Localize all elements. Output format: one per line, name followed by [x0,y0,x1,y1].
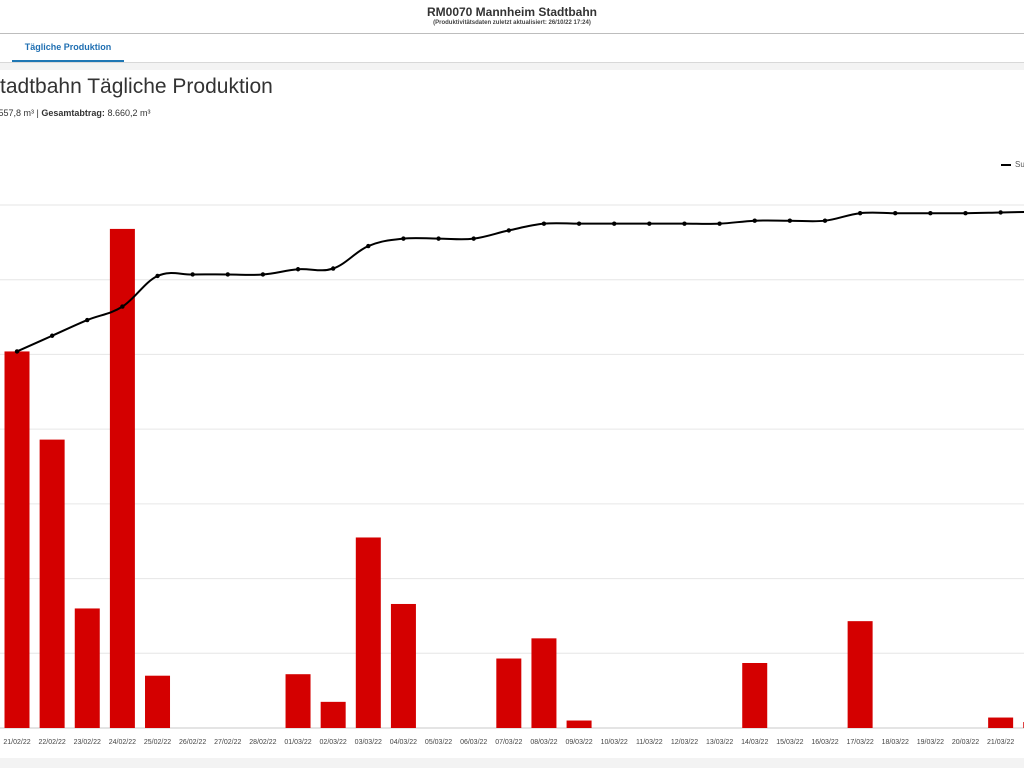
bar-02/03/22 [320,701,346,728]
line-point-08/03/22 [541,221,547,226]
x-tick-label: 09/03/22 [565,739,592,746]
line-point-02/03/22 [330,266,336,271]
x-tick-label: 03/03/22 [355,739,382,746]
chart-legend[interactable]: Su [1001,160,1024,169]
line-point-11/03/22 [647,221,652,226]
line-point-07/03/22 [506,228,512,233]
line-point-03/03/22 [366,243,371,249]
line-point-10/03/22 [612,221,617,226]
line-point-13/03/22 [717,221,722,226]
line-point-23/02/22 [85,317,90,323]
line-point-18/03/22 [893,211,898,216]
stats-first-value: 5.557,8 m³ [0,108,35,118]
x-tick-label: 28/02/22 [249,739,276,746]
line-point-27/02/22 [225,272,230,277]
x-tick-label: 10/03/22 [601,739,628,746]
x-tick-label: 19/03/22 [917,739,944,746]
x-tick-label: 25/02/22 [144,739,171,746]
x-tick-label: 16/03/22 [811,739,838,746]
x-tick-label: 27/02/22 [214,739,241,746]
app-header: RM0070 Mannheim Stadtbahn (Produktivität… [0,0,1024,34]
x-tick-label: 15/03/22 [776,739,803,746]
line-point-14/03/22 [752,218,757,223]
line-point-09/03/22 [576,221,582,226]
stats-total-label: Gesamtabtrag: [41,108,105,118]
bar-08/03/22 [531,638,557,728]
bar-17/03/22 [847,621,873,728]
bar-07/03/22 [496,658,522,728]
x-tick-label: 21/02/22 [3,739,30,746]
stats-separator: | [36,108,39,118]
x-tick-label: 04/03/22 [390,739,417,746]
line-point-28/02/22 [260,272,266,277]
tab-bar: Tägliche Produktion [0,34,1024,63]
line-point-22/02/22 [49,333,55,338]
x-tick-label: 17/03/22 [846,739,873,746]
last-updated-note: (Produktivitätsdaten zuletzt aktualisier… [433,20,591,26]
line-point-16/03/22 [822,218,828,223]
bar-23/02/22 [74,608,100,728]
bar-01/03/22 [285,674,311,728]
bar-04/03/22 [390,603,416,728]
chart-stats: 5.557,8 m³ | Gesamtabtrag: 8.660,2 m³ [0,108,150,118]
bar-24/02/22 [109,228,135,728]
x-tick-label: 24/02/22 [109,739,136,746]
bar-21/02/22 [4,351,30,728]
x-tick-label: 18/03/22 [882,739,909,746]
cumulative-line [16,210,1024,353]
legend-line-swatch [1001,163,1011,166]
line-point-06/03/22 [471,236,476,241]
line-point-25/02/22 [155,273,160,279]
line-point-26/02/22 [190,272,195,277]
x-tick-label: 05/03/22 [425,739,452,746]
line-point-04/03/22 [401,236,406,241]
production-chart: 21/02/22 22/02/22 23/02/22 24/02/22 25/02/22… [0,204,1024,746]
x-tick-label: 21/03/22 [987,739,1014,746]
x-tick-label: 13/03/22 [706,739,733,746]
x-tick-label: 08/03/22 [530,739,557,746]
line-point-20/03/22 [963,211,968,216]
tab-taegliche-produktion[interactable]: Tägliche Produktion [12,34,124,62]
chart-title: Stadtbahn Tägliche Produktion [0,75,273,98]
line-point-21/03/22 [998,210,1003,215]
project-title: RM0070 Mannheim Stadtbahn [426,5,598,19]
x-tick-label: 11/03/22 [636,739,663,746]
line-point-05/03/22 [436,236,441,241]
x-tick-label: 12/03/22 [671,739,698,746]
line-point-21/02/22 [14,349,20,354]
bar-25/02/22 [145,675,171,728]
x-tick-label: 26/02/22 [179,739,206,746]
x-tick-label: 20/03/22 [952,739,979,746]
bar-03/03/22 [355,537,381,728]
x-tick-label: 02/03/22 [320,739,347,746]
x-tick-label: 06/03/22 [460,739,487,746]
line-point-01/03/22 [295,267,301,272]
line-point-17/03/22 [857,211,863,216]
x-tick-label: 22/02/22 [39,739,66,746]
bar-21/03/22 [988,717,1014,728]
bar-14/03/22 [742,662,768,728]
line-point-12/03/22 [682,221,687,226]
x-tick-label: 01/03/22 [284,739,311,746]
x-tick-label: 23/02/22 [74,739,101,746]
chart-card: Stadtbahn Tägliche Produktion 5.557,8 m³… [0,70,1024,758]
stats-total-value: 8.660,2 m³ [107,108,151,118]
line-point-19/03/22 [928,211,933,216]
legend-line-label: Su [1015,160,1024,169]
bar-22/02/22 [39,439,65,728]
bar-09/03/22 [566,720,592,728]
x-tick-label: 07/03/22 [495,739,522,746]
x-tick-label: 14/03/22 [741,739,768,746]
line-point-15/03/22 [787,218,793,223]
line-point-24/02/22 [120,304,125,309]
